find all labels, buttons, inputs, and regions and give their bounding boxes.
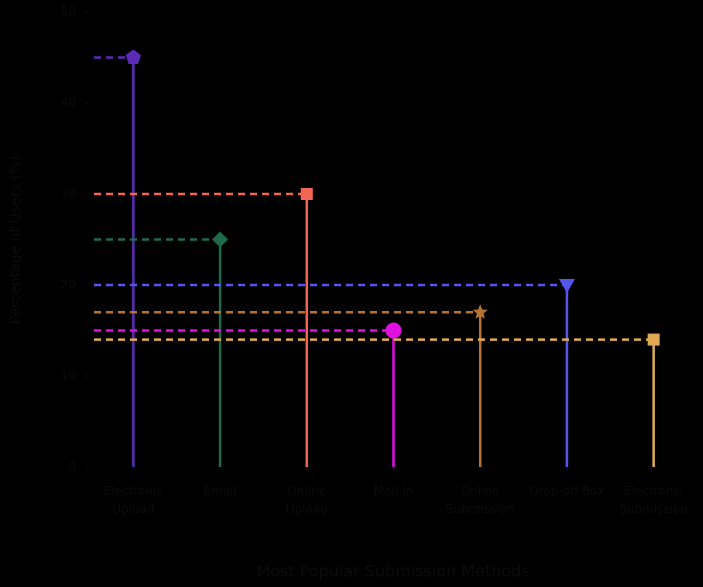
x-tick-label: Email (203, 484, 236, 498)
x-tick-label-line: Submission (446, 502, 515, 516)
y-tick-label: 0 (68, 460, 76, 474)
x-axis-title: Most Popular Submission Methods (256, 562, 529, 581)
y-tick-label: 50 (61, 5, 76, 19)
x-tick-label: Online Submission (446, 484, 515, 516)
marker (125, 49, 141, 64)
y-tick-label: 30 (61, 187, 76, 201)
x-tick-label: Drop-off Box (529, 484, 604, 498)
x-tick-label-line: Upload (286, 502, 328, 516)
x-tick-label: Electronic Submission (619, 484, 688, 516)
x-tick-label-line: Electronic (624, 484, 683, 498)
y-axis-title: Percentage of Users (%) (8, 155, 24, 324)
x-tick-label: Electronic Upload (104, 484, 163, 516)
x-tick-label-line: Drop-off Box (529, 484, 604, 498)
x-tick-label-line: Mail-in (374, 484, 414, 498)
x-tick-label: Online Upload (286, 484, 328, 516)
marker (647, 333, 660, 346)
x-tick-label-line: Submission (619, 502, 688, 516)
y-tick-label: 20 (61, 278, 76, 292)
marker (300, 188, 313, 200)
y-tick-label: 10 (61, 369, 76, 383)
x-tick-label-line: Online (287, 484, 326, 498)
marker (385, 322, 402, 339)
x-tick-label-line: Electronic (104, 484, 163, 498)
y-tick-label: 40 (61, 96, 76, 110)
x-tick-label-line: Online (461, 484, 500, 498)
x-tick-label-line: Email (203, 484, 236, 498)
marker (472, 304, 488, 319)
marker (212, 231, 229, 248)
x-tick-label: Mail-in (374, 484, 414, 498)
x-tick-label-line: Upload (112, 502, 154, 516)
marker (558, 279, 575, 293)
